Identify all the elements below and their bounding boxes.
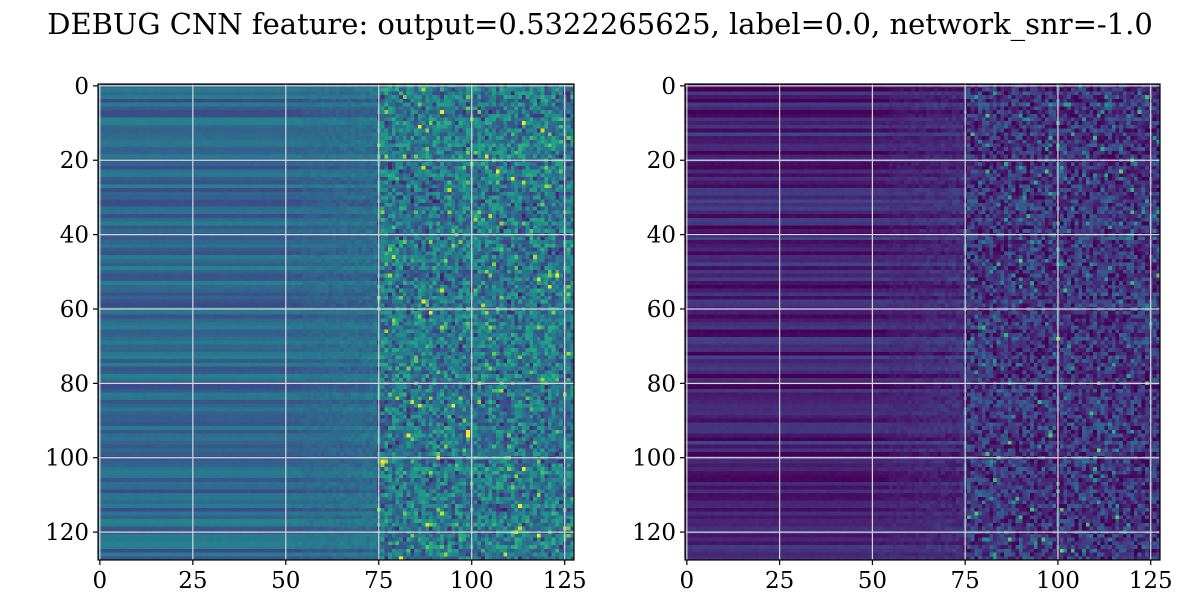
y-tick-label: 100: [632, 446, 676, 472]
y-tick-label: 20: [647, 148, 676, 174]
x-tick-label: 125: [543, 568, 587, 594]
left-heatmap-panel: 0 25 50 75 100 125 0 20 40 60 80 100 120: [45, 74, 587, 594]
axes-frame: [684, 83, 1161, 561]
figure-title: DEBUG CNN feature: output=0.5322265625, …: [47, 7, 1153, 41]
heatmap-image: [685, 84, 1160, 560]
y-tick-label: 60: [60, 297, 89, 323]
y-tick-label: 0: [661, 74, 676, 100]
y-tick-label: 0: [74, 74, 89, 100]
right-heatmap-panel: 0 25 50 75 100 125 0 20 40 60 80 100 120: [632, 74, 1173, 594]
y-tick-label: 120: [45, 520, 89, 546]
x-tick-label: 100: [450, 568, 494, 594]
y-tick-label: 20: [60, 148, 89, 174]
x-tick-label: 0: [93, 568, 108, 594]
x-tick-label: 75: [951, 568, 980, 594]
x-tick-label: 25: [178, 568, 207, 594]
x-tick-label: 50: [858, 568, 887, 594]
x-tick-label: 75: [364, 568, 393, 594]
axes-frame: [97, 83, 575, 561]
y-tick-label: 80: [60, 371, 89, 397]
heatmap-image: [98, 84, 574, 560]
y-tick-label: 100: [45, 446, 89, 472]
y-tick-label: 40: [60, 223, 89, 249]
x-tick-label: 100: [1036, 568, 1080, 594]
y-tick-label: 60: [647, 297, 676, 323]
x-tick-label: 50: [271, 568, 300, 594]
y-tick-label: 40: [647, 223, 676, 249]
y-tick-label: 80: [647, 371, 676, 397]
x-tick-label: 125: [1129, 568, 1173, 594]
y-tick-label: 120: [632, 520, 676, 546]
x-tick-label: 0: [680, 568, 695, 594]
x-tick-label: 25: [765, 568, 794, 594]
